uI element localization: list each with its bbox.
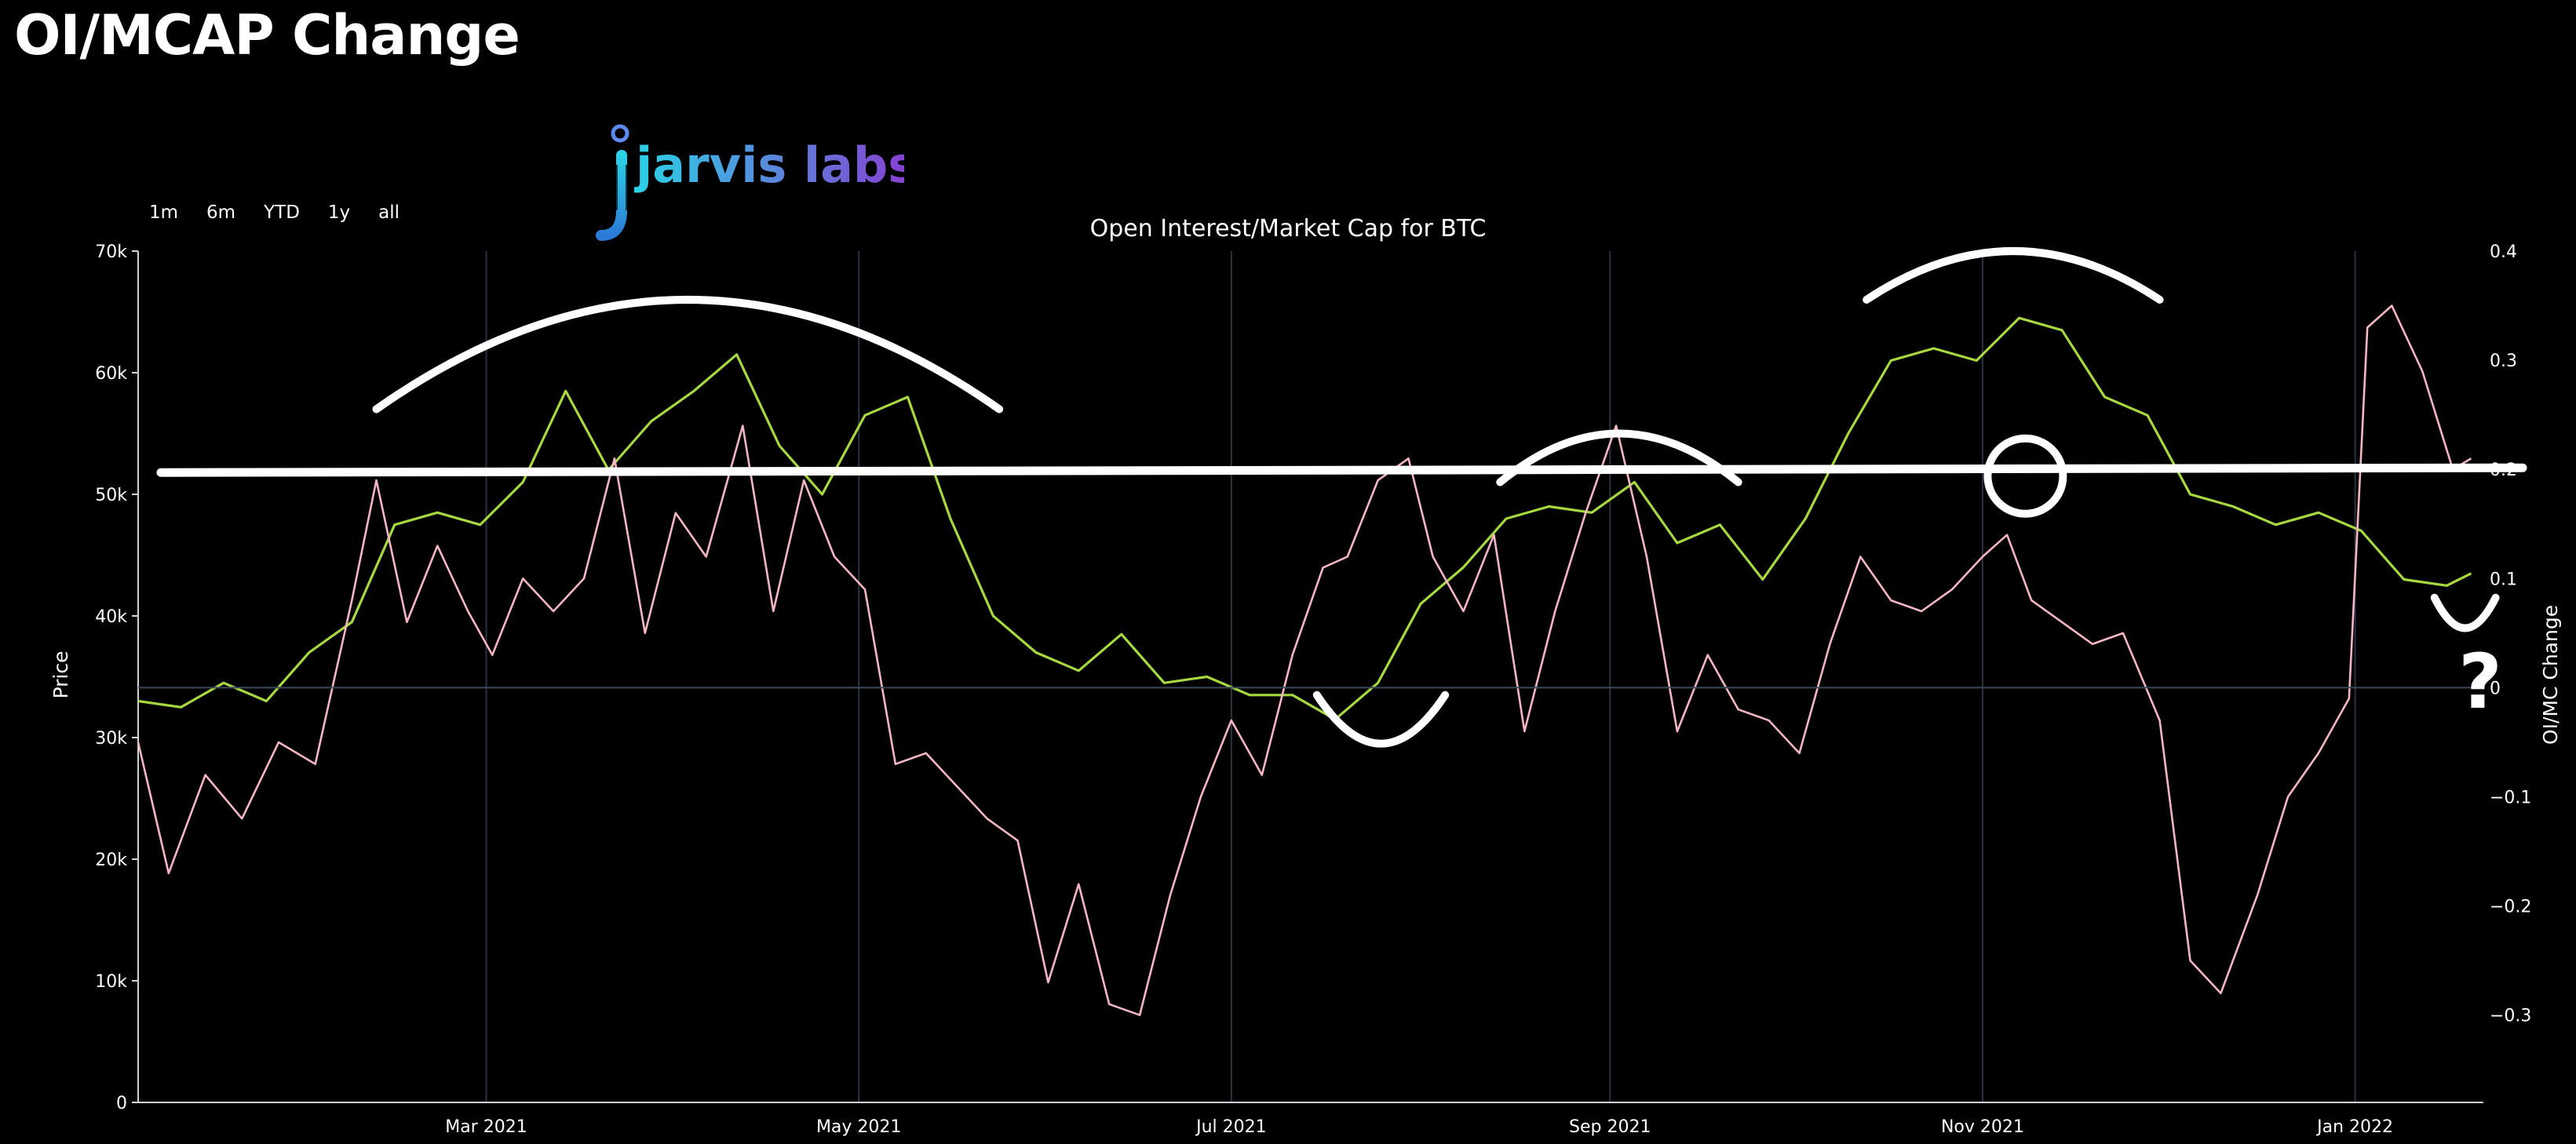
horizontal-level-annotation: [156, 463, 2527, 477]
x-tick-label: Nov 2021: [1941, 1117, 2024, 1137]
y2-tick-label: 0.1: [2490, 570, 2517, 589]
circle-annotation: [1983, 434, 2067, 518]
jarvis-labs-logo: jarvis labs: [590, 118, 917, 251]
x-tick-label: Mar 2021: [445, 1117, 527, 1137]
range-selector: 1m 6m YTD 1y all: [149, 202, 428, 223]
y-tick-label: 40k: [95, 607, 127, 627]
bottom-arc-annotation: [2430, 593, 2500, 632]
x-tick-label: May 2021: [816, 1117, 901, 1137]
range-button-1m[interactable]: 1m: [149, 202, 179, 223]
y2-tick-label: 0: [2490, 679, 2501, 698]
y2-tick-label: −0.2: [2490, 898, 2531, 917]
top-arc-annotation: [1496, 429, 1742, 486]
question-mark-annotation: ?: [2458, 638, 2502, 726]
y-tick-label: 10k: [95, 972, 127, 992]
y-tick-label: 70k: [95, 242, 127, 262]
page-title: OI/MCAP Change: [14, 3, 520, 67]
y-tick-label: 20k: [95, 851, 127, 870]
y2-axis-title: OI/MC Change: [2539, 605, 2562, 745]
x-tick-label: Sep 2021: [1569, 1117, 1651, 1137]
range-button-1y[interactable]: 1y: [327, 202, 351, 223]
axes: Mar 2021 May 2021 Jul 2021 Sep 2021 Nov 2021…: [95, 242, 2531, 1137]
y-tick-label: 30k: [95, 729, 127, 749]
y-axis-title: Price: [49, 651, 72, 699]
y-tick-label: 60k: [95, 364, 127, 384]
top-arc-annotation: [372, 296, 1004, 414]
annotations-layer: [138, 247, 2527, 748]
x-tick-label: Jan 2022: [2315, 1117, 2393, 1137]
range-button-all[interactable]: all: [378, 202, 400, 223]
y2-tick-label: −0.1: [2490, 789, 2531, 808]
logo-text: jarvis labs: [633, 137, 904, 194]
grid: [485, 251, 2356, 1102]
series-layer: [137, 304, 2472, 1016]
price-series-line: [137, 316, 2472, 721]
x-tick-label: Jul 2021: [1195, 1117, 1267, 1137]
y-tick-label: 0: [116, 1094, 127, 1113]
bottom-arc-annotation: [1312, 690, 1450, 748]
y2-tick-label: 0.3: [2490, 352, 2517, 371]
range-button-6m[interactable]: 6m: [206, 202, 236, 223]
range-button-ytd[interactable]: YTD: [264, 202, 300, 223]
oi-mcap-series-line: [137, 304, 2472, 1016]
y2-tick-label: −0.3: [2490, 1007, 2531, 1026]
y-tick-label: 50k: [95, 486, 127, 505]
chart-title: Open Interest/Market Cap for BTC: [1089, 215, 1487, 242]
top-arc-annotation: [1863, 247, 2164, 304]
logo-graphic: jarvis labs: [596, 124, 917, 241]
y2-tick-label: 0.4: [2490, 242, 2517, 262]
